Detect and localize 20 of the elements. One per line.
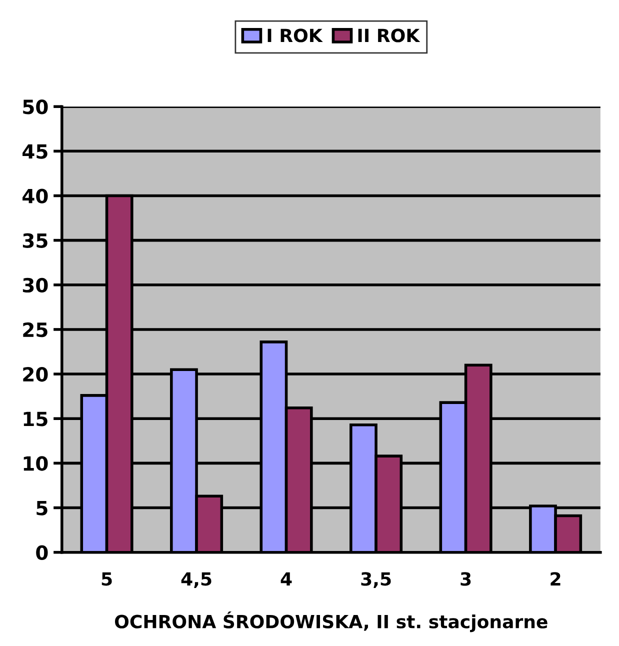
y-tick-label: 50 <box>23 100 48 114</box>
y-tick-label: 5 <box>36 500 48 516</box>
y-tick-label: 15 <box>24 412 48 426</box>
x-tick-label: 4 <box>280 572 292 586</box>
legend-label: I ROK <box>268 28 323 42</box>
y-tick-label: 0 <box>36 545 48 560</box>
y-tick-label: 40 <box>22 188 48 204</box>
x-tick-label: 3 <box>460 572 471 586</box>
x-tick-label: 3,5 <box>361 572 391 588</box>
y-tick-label: 30 <box>22 278 48 293</box>
legend-label: II ROK <box>358 28 420 42</box>
y-tick-label: 45 <box>22 144 48 159</box>
x-axis-title: OCHRONA ŚRODOWISKA, II st. stacjonarne <box>114 611 548 632</box>
x-tick-label: 4,5 <box>181 572 212 588</box>
y-tick-label: 35 <box>22 233 48 248</box>
y-tick-label: 10 <box>24 456 48 471</box>
y-tick-label: 20 <box>23 366 48 382</box>
y-tick-label: 25 <box>23 322 48 338</box>
x-tick-label: 2 <box>550 572 560 586</box>
x-tick-label: 5 <box>102 572 112 586</box>
